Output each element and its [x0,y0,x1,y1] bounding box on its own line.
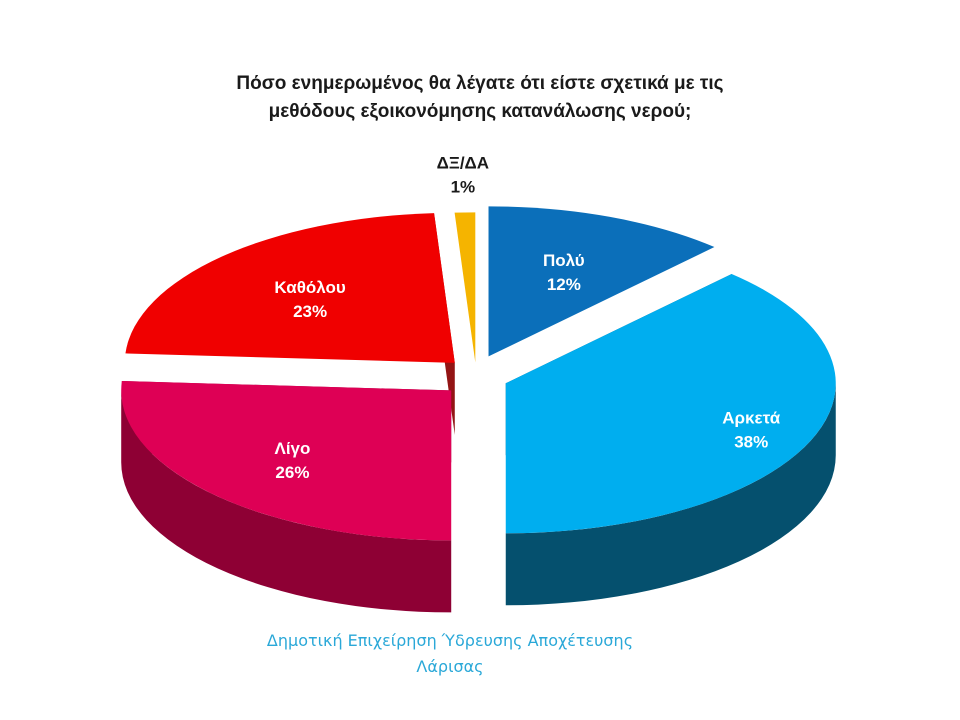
pie-slice-4 [125,213,455,363]
source-line-1: Δημοτική Επιχείρηση Ύδρευσης Αποχέτευσης [266,631,634,650]
pie-label-2: Αρκετά [722,408,780,427]
source-note: Δημοτική Επιχείρηση Ύδρευσης Αποχέτευσης… [0,628,900,680]
pie-labels: Πολύ 12% Αρκετά 38% Λίγο 26% Καθόλου 23% ΔΞ/ΔΑ 1% [274,153,780,482]
chart-title-line-2: μεθόδους εξοικονόμησης κατανάλωσης νερού… [268,101,692,122]
pie-slice-side-3 [121,390,452,613]
pie-value-label-1: 12% [547,275,581,294]
pie-value-label-5: 1% [451,177,476,196]
pie-slice-side-2 [505,383,836,606]
pie-slice-5 [454,212,476,363]
pie-slice-3 [121,381,452,541]
pie-label-1: Πολύ [543,251,585,270]
pie-value-label-4: 23% [293,302,327,321]
pie-slice-1 [488,206,715,357]
pie-label-4: Καθόλου [274,278,346,297]
chart-title-line-1: Πόσο ενημερωμένος θα λέγατε ότι είστε σχ… [236,73,724,94]
pie-label-5: ΔΞ/ΔΑ [437,153,489,172]
pie-slices [121,206,836,541]
chart-title: Πόσο ενημερωμένος θα λέγατε ότι είστε σχ… [0,70,960,126]
pie-slice-2 [505,273,836,534]
pie-value-label-2: 38% [734,432,768,451]
source-line-2: Λάρισας [416,657,484,676]
pie-value-label-3: 26% [275,463,309,482]
pie-label-3: Λίγο [274,439,310,458]
